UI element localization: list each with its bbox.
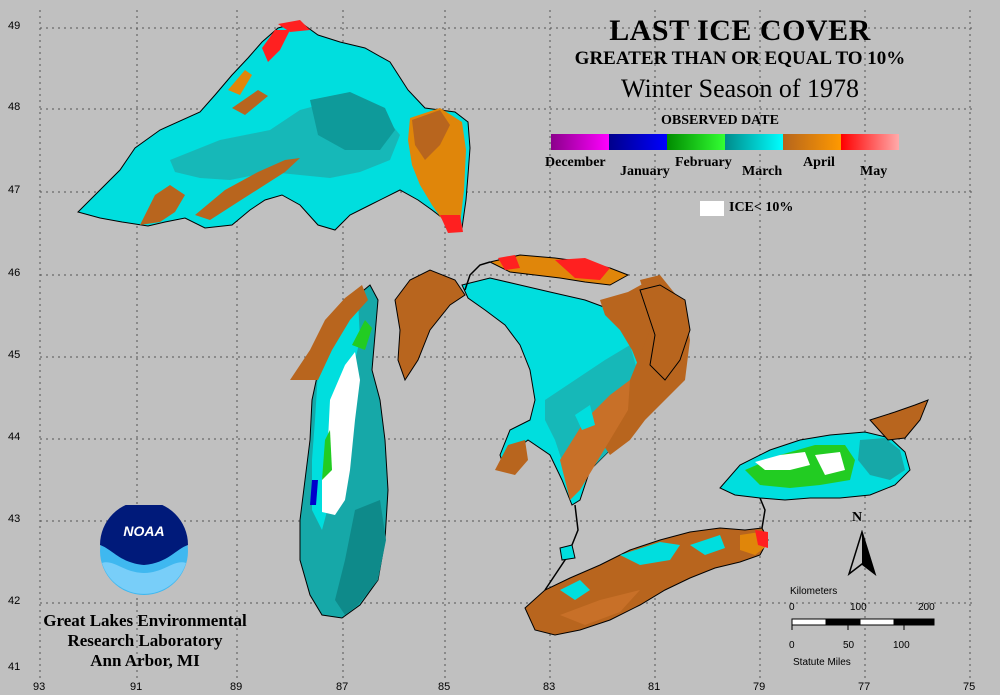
map-title: LAST ICE COVER [609,14,871,47]
lon-label-85: 85 [438,681,451,693]
lat-label-49: 49 [8,20,21,32]
lon-label-77: 77 [858,681,871,693]
legend-swatch-april [783,134,841,150]
north-arrow-label: N [852,510,863,525]
lat-label-41: 41 [8,661,21,673]
lon-label-81: 81 [648,681,661,693]
scale-km-tick-100: 100 [850,602,867,613]
scale-mi-title: Statute Miles [793,657,851,668]
north-arrow-icon [847,530,877,576]
map-subtitle: GREATER THAN OR EQUAL TO 10% [574,48,906,69]
lon-label-79: 79 [753,681,766,693]
scale-km-tick-200: 200 [918,602,935,613]
lat-label-47: 47 [8,184,21,196]
scale-mi-tick-0: 0 [789,640,795,651]
scale-km-tick-0: 0 [789,602,795,613]
lon-label-91: 91 [130,681,143,693]
lat-label-45: 45 [8,349,21,361]
lat-label-43: 43 [8,513,21,525]
legend-swatch-january [609,134,667,150]
scale-bar [791,618,935,630]
lab-location: Ann Arbor, MI [90,651,200,670]
lab-name-line1: Great Lakes Environmental [43,611,247,630]
ice-less-than-10-swatch [700,201,724,216]
legend-label-march: March [742,164,783,179]
legend-label-february: February [675,155,732,170]
legend-color-scale [551,134,899,150]
scale-km-title: Kilometers [790,586,838,597]
legend-heading: OBSERVED DATE [661,113,779,128]
legend-swatch-february [667,134,725,150]
noaa-logo-text: NOAA [123,523,164,539]
lon-label-89: 89 [230,681,243,693]
legend-swatch-december [551,134,609,150]
ice-less-than-10-label: ICE< 10% [729,200,794,215]
lake-superior [77,20,471,233]
lake-erie [524,527,769,636]
noaa-logo: NOAA [100,505,188,595]
lat-label-46: 46 [8,267,21,279]
lon-label-75: 75 [963,681,976,693]
lon-label-87: 87 [336,681,349,693]
legend-label-april: April [803,155,835,170]
lat-label-42: 42 [8,595,21,607]
scale-mi-tick-50: 50 [843,640,855,651]
green-bay-area [394,269,466,382]
winter-season: Winter Season of 1978 [621,74,859,103]
scale-mi-tick-100: 100 [893,640,910,651]
legend-swatch-may [841,134,899,150]
lake-ontario [719,399,929,501]
legend-swatch-march [725,134,783,150]
north-channel [488,254,630,286]
legend-label-may: May [860,164,888,179]
georgian-bay [639,284,691,381]
legend-label-january: January [620,164,670,179]
lake-st-clair [559,544,576,561]
lake-michigan [290,284,389,619]
lon-label-93: 93 [33,681,46,693]
lab-name-line2: Research Laboratory [67,631,223,650]
legend-label-december: December [545,155,606,170]
lat-label-44: 44 [8,431,21,443]
lon-label-83: 83 [543,681,556,693]
lat-label-48: 48 [8,101,21,113]
